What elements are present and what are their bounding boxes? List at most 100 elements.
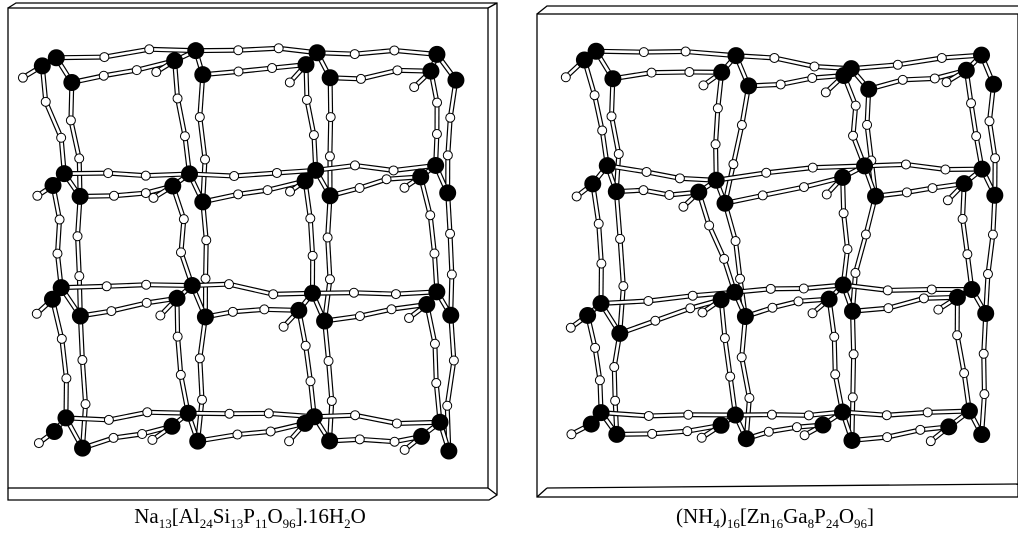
metal-atom bbox=[834, 404, 851, 421]
oxygen-atom bbox=[389, 166, 398, 175]
oxygen-atom bbox=[234, 67, 243, 76]
oxygen-atom bbox=[591, 343, 600, 352]
oxygen-atom bbox=[926, 437, 935, 446]
oxygen-atom bbox=[799, 284, 808, 293]
oxygen-atom bbox=[770, 53, 779, 62]
oxygen-atom bbox=[883, 433, 892, 442]
oxygen-atom bbox=[902, 188, 911, 197]
oxygen-atom bbox=[325, 152, 334, 161]
metal-atom bbox=[608, 426, 625, 443]
oxygen-atom bbox=[269, 290, 278, 299]
oxygen-atom bbox=[18, 73, 27, 82]
bond bbox=[763, 187, 804, 195]
metal-atom bbox=[322, 69, 339, 86]
oxygen-atom bbox=[392, 419, 401, 428]
bond bbox=[354, 293, 396, 294]
bond bbox=[71, 120, 79, 158]
oxygen-atom bbox=[611, 396, 620, 405]
cell-edge bbox=[537, 488, 547, 497]
bond bbox=[655, 308, 690, 321]
metal-atom bbox=[963, 281, 980, 298]
metal-atom bbox=[306, 408, 323, 425]
oxygen-atom bbox=[595, 376, 604, 385]
bond bbox=[104, 49, 149, 57]
oxygen-atom bbox=[923, 408, 932, 417]
oxygen-atom bbox=[443, 151, 452, 160]
oxygen-atom bbox=[810, 62, 819, 71]
oxygen-atom bbox=[142, 298, 151, 307]
metal-atom bbox=[427, 157, 444, 174]
metal-atom bbox=[169, 290, 186, 307]
oxygen-atom bbox=[430, 339, 439, 348]
oxygen-atom bbox=[614, 149, 623, 158]
oxygen-atom bbox=[972, 132, 981, 141]
oxygen-atom bbox=[350, 161, 359, 170]
oxygen-atom bbox=[109, 433, 118, 442]
oxygen-atom bbox=[567, 430, 576, 439]
caption-subscript: 96 bbox=[283, 516, 297, 531]
oxygen-atom bbox=[681, 47, 690, 56]
oxygen-atom bbox=[400, 183, 409, 192]
oxygen-atom bbox=[729, 160, 738, 169]
oxygen-atom bbox=[272, 168, 281, 177]
oxygen-atom bbox=[979, 349, 988, 358]
oxygen-atom bbox=[958, 214, 967, 223]
oxygen-atom bbox=[195, 354, 204, 363]
oxygen-atom bbox=[410, 83, 419, 92]
caption-text: ].16H bbox=[296, 504, 344, 528]
metal-atom bbox=[690, 184, 707, 201]
bond bbox=[774, 58, 814, 67]
oxygen-atom bbox=[863, 120, 872, 129]
metal-atom bbox=[428, 46, 445, 63]
cell-edge bbox=[488, 488, 497, 495]
metal-atom bbox=[593, 404, 610, 421]
metal-atom bbox=[442, 307, 459, 324]
oxygen-atom bbox=[639, 48, 648, 57]
oxygen-atom bbox=[713, 104, 722, 113]
metal-atom bbox=[958, 62, 975, 79]
oxygen-atom bbox=[443, 401, 452, 410]
oxygen-atom bbox=[268, 64, 277, 73]
oxygen-atom bbox=[266, 427, 275, 436]
bond bbox=[109, 412, 147, 420]
oxygen-atom bbox=[33, 191, 42, 200]
caption: (NH4)16[Zn16Ga8P24O96] bbox=[676, 504, 874, 531]
metal-atom bbox=[835, 277, 852, 294]
cell-edge bbox=[488, 3, 497, 8]
oxygen-atom bbox=[800, 183, 809, 192]
oxygen-atom bbox=[57, 334, 66, 343]
bond bbox=[111, 303, 146, 311]
oxygen-atom bbox=[768, 303, 777, 312]
oxygen-atom bbox=[263, 186, 272, 195]
metal-atom bbox=[440, 442, 457, 459]
oxygen-atom bbox=[882, 411, 891, 420]
oxygen-atom bbox=[180, 132, 189, 141]
oxygen-atom bbox=[78, 356, 87, 365]
metal-atom bbox=[961, 403, 978, 420]
cell-edge bbox=[547, 484, 1018, 488]
metal-atom bbox=[180, 405, 197, 422]
metal-atom bbox=[181, 165, 198, 182]
oxygen-atom bbox=[143, 408, 152, 417]
caption-text: ] bbox=[867, 504, 874, 528]
metal-atom bbox=[412, 168, 429, 185]
metal-atom bbox=[856, 157, 873, 174]
metal-atom bbox=[604, 70, 621, 87]
metal-atom bbox=[611, 325, 628, 342]
oxygen-atom bbox=[928, 184, 937, 193]
oxygen-atom bbox=[697, 433, 706, 442]
oxygen-atom bbox=[726, 372, 735, 381]
metal-atom bbox=[834, 169, 851, 186]
oxygen-atom bbox=[99, 71, 108, 80]
metal-atom bbox=[814, 417, 831, 434]
metal-atom bbox=[316, 313, 333, 330]
oxygen-atom bbox=[590, 91, 599, 100]
oxygen-atom bbox=[447, 270, 456, 279]
metal-atom bbox=[867, 188, 884, 205]
oxygen-atom bbox=[737, 121, 746, 130]
oxygen-atom bbox=[405, 314, 414, 323]
oxygen-atom bbox=[355, 312, 364, 321]
oxygen-atom bbox=[430, 249, 439, 258]
caption-text: [Zn bbox=[740, 504, 771, 528]
oxygen-atom bbox=[446, 113, 455, 122]
